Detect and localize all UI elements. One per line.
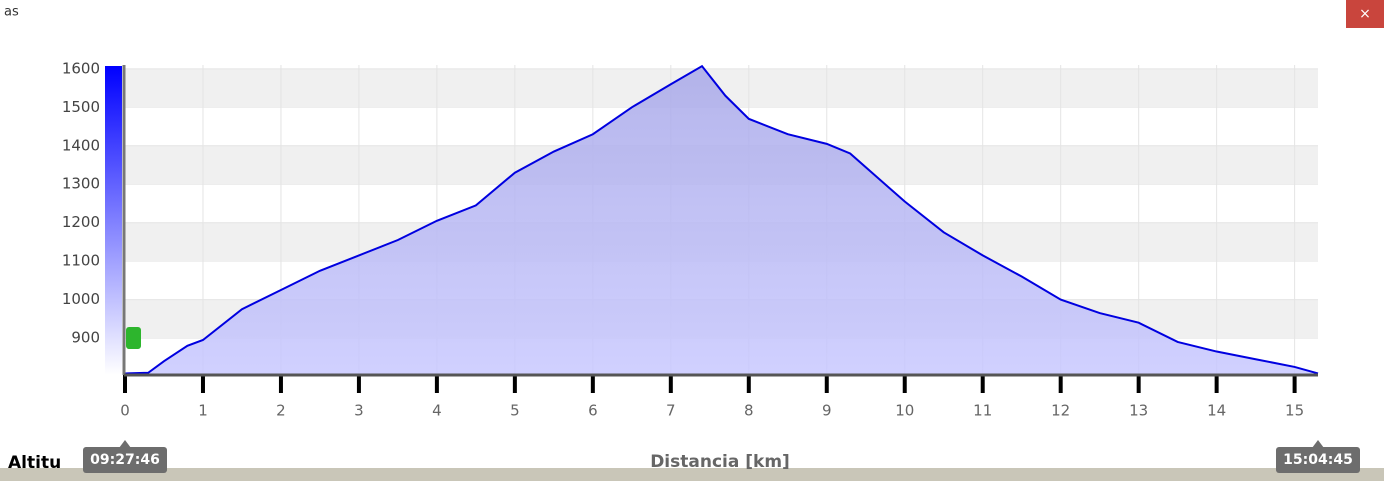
altitude-legend-bar	[105, 66, 122, 375]
y-axis-title: Altitu	[8, 453, 61, 473]
x-tick-label: 11	[973, 402, 992, 420]
x-axis-title: Distancia [km]	[650, 452, 790, 472]
x-tick-label: 9	[822, 402, 832, 420]
x-tick-label: 1	[198, 402, 208, 420]
x-tick-label: 12	[1051, 402, 1070, 420]
chart: as × 90010001100120013001400150016000123…	[0, 0, 1384, 481]
x-tick-label: 6	[588, 402, 598, 420]
y-tick-label: 1200	[62, 213, 100, 231]
x-tick-label: 4	[432, 402, 442, 420]
x-tick-label: 14	[1207, 402, 1226, 420]
x-tick-label: 15	[1285, 402, 1304, 420]
x-tick-label: 10	[895, 402, 914, 420]
y-tick-label: 1100	[62, 252, 100, 270]
y-tick-label: 900	[71, 329, 100, 347]
time-pointer	[119, 440, 131, 448]
y-tick-label: 1300	[62, 175, 100, 193]
y-tick-label: 1400	[62, 136, 100, 154]
y-tick-label: 1000	[62, 290, 100, 308]
x-tick-label: 2	[276, 402, 286, 420]
time-pointer	[1312, 440, 1324, 448]
time-label: 09:27:46	[90, 452, 160, 468]
y-tick-label: 1500	[62, 98, 100, 116]
x-tick-label: 5	[510, 402, 520, 420]
x-tick-label: 0	[120, 402, 130, 420]
x-tick-label: 3	[354, 402, 364, 420]
start-flag	[126, 327, 141, 349]
window-title: as	[4, 5, 19, 20]
x-tick-label: 7	[666, 402, 676, 420]
x-tick-label: 13	[1129, 402, 1148, 420]
close-icon[interactable]: ×	[1359, 6, 1371, 22]
time-label: 15:04:45	[1283, 452, 1353, 468]
x-tick-label: 8	[744, 402, 754, 420]
y-tick-label: 1600	[62, 59, 100, 77]
